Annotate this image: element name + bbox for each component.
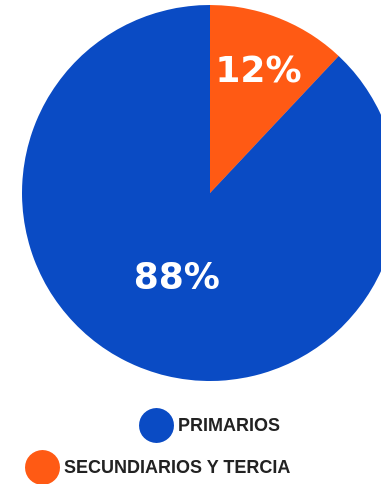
slice-value-label-primarios: 88%: [134, 256, 220, 297]
slice-value-label-secundarios: 12%: [215, 50, 301, 91]
pie-slice-primarios: [22, 5, 381, 381]
pie-slice-secundarios: [210, 5, 339, 193]
